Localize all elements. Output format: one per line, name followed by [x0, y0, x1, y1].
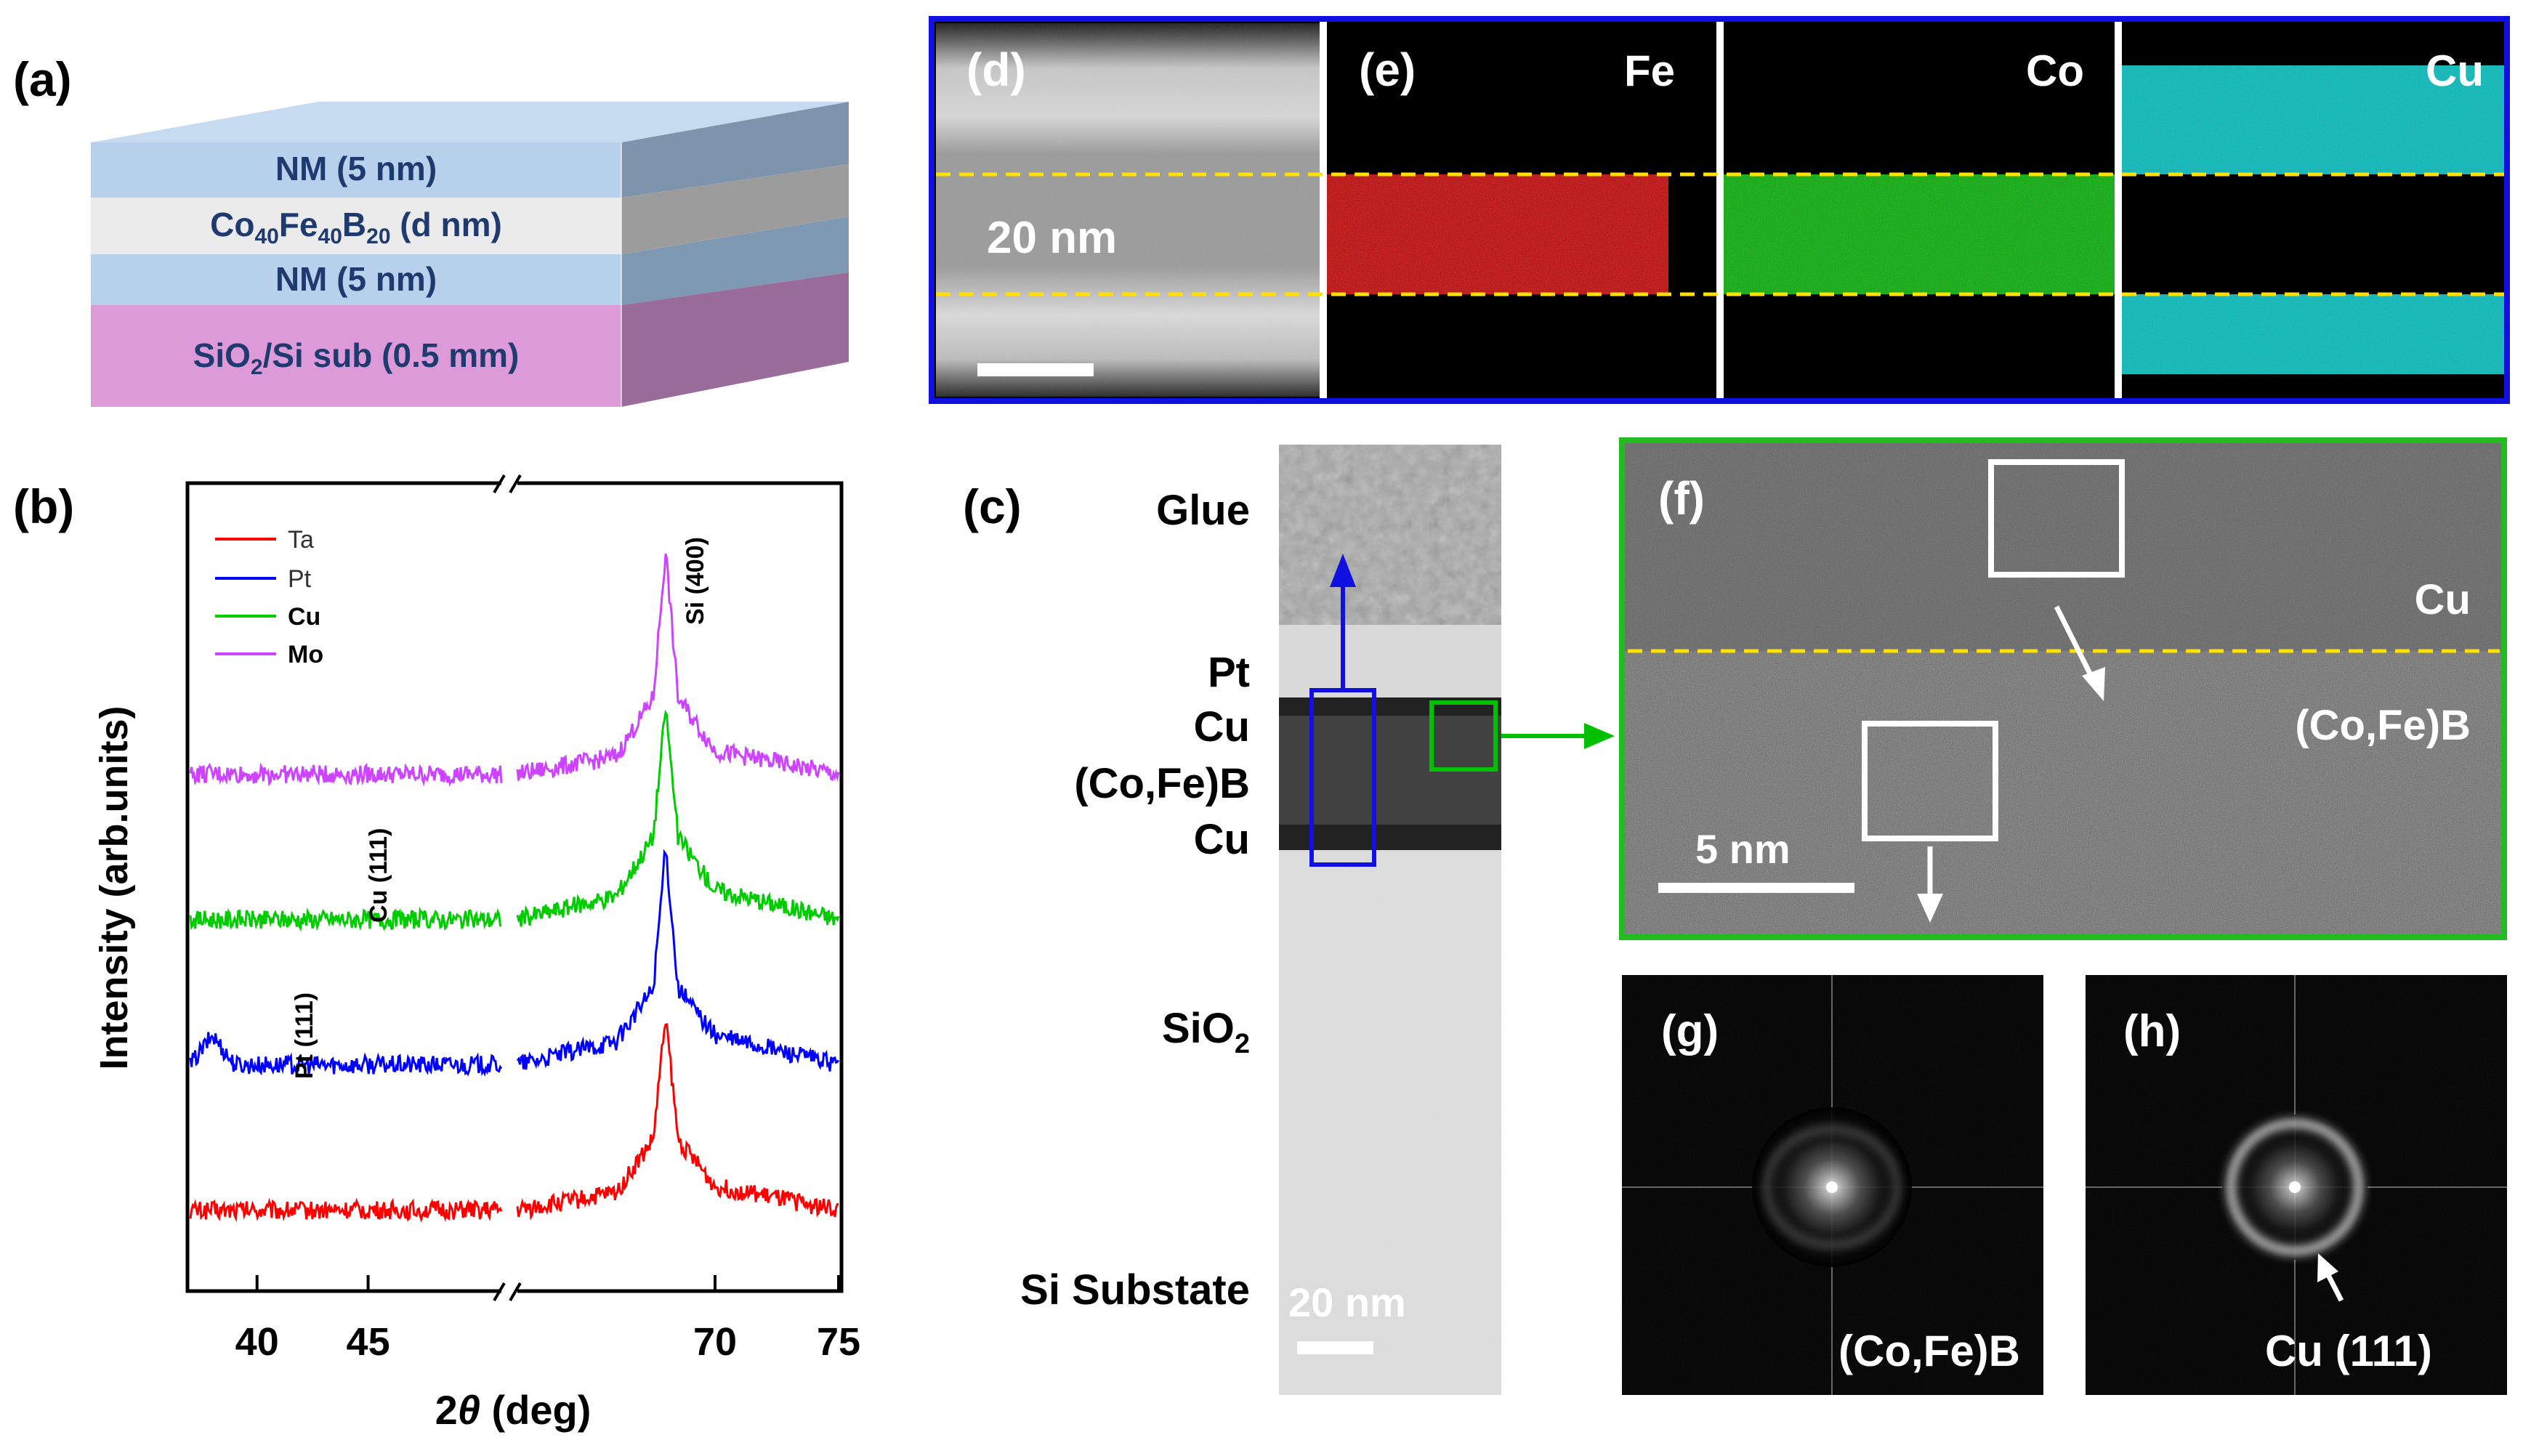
- hrtem-texture: [1622, 440, 2504, 937]
- series-pt-segment-1: [189, 1032, 503, 1077]
- series-mo-segment-1: [189, 762, 503, 787]
- panel-d-label: (d): [966, 44, 1026, 96]
- hrtem-label-cofeb: (Co,Fe)B: [2295, 702, 2471, 749]
- layer-label-substrate: SiO2/Si sub (0.5 mm): [193, 336, 520, 379]
- divider-3: [2115, 19, 2122, 401]
- layer-label-nm-top: NM (5 nm): [275, 150, 437, 187]
- fft-h-arrow: [2325, 1274, 2344, 1302]
- fft-h-ring: [2226, 1118, 2364, 1256]
- chart-series: [189, 553, 840, 1224]
- co-label: Co: [2026, 46, 2084, 95]
- panel-g-label: (g): [1661, 1006, 1719, 1056]
- series-pt-segment-2: [516, 849, 840, 1072]
- legend-label-cu: Cu: [288, 603, 320, 631]
- fft-g-center: [1826, 1181, 1838, 1193]
- series-ta-segment-2: [516, 1023, 839, 1221]
- series-cu-segment-1: [189, 906, 502, 932]
- label-cofeb: (Co,Fe)B: [1074, 760, 1250, 807]
- cu-label: Cu: [2426, 46, 2484, 95]
- annotation-cu111: Cu (111): [365, 828, 392, 923]
- haadf-scale-label: 20 nm: [987, 213, 1117, 263]
- panel-f: (f) Cu (Co,Fe)B 5 nm: [1619, 437, 2507, 940]
- divider-2: [1716, 19, 1724, 401]
- fft-g-ring: [1763, 1125, 1901, 1249]
- hrtem-region-box: [1429, 700, 1498, 772]
- fft-arrow-cu: [2054, 605, 2096, 681]
- fft-box-cu: [1988, 459, 2125, 578]
- tem-sio2: [1279, 850, 1501, 1395]
- chart-legend: Ta Pt Cu Mo: [215, 526, 323, 668]
- eds-region-box: [1309, 688, 1376, 867]
- fft-h-caption: Cu (111): [2265, 1327, 2432, 1375]
- label-sio2: SiO2: [1162, 1005, 1250, 1059]
- fft-g-caption: (Co,Fe)B: [1838, 1327, 2020, 1375]
- layer-side-bottom-nm: [621, 217, 849, 305]
- panel-c-label: (c): [963, 480, 1022, 533]
- x-tick-label-40: 40: [235, 1320, 279, 1364]
- layer-side-top-nm: [621, 102, 849, 198]
- legend-label-ta: Ta: [288, 526, 314, 554]
- label-pt: Pt: [1208, 649, 1250, 696]
- series-cu-segment-2: [516, 709, 840, 927]
- haadf-scale-bar: [977, 363, 1094, 376]
- fe-map-noise: [1327, 174, 1668, 294]
- layer-cofeb: [91, 198, 621, 254]
- layer-top-face: [91, 102, 849, 142]
- layer-nm-bottom: [91, 254, 621, 305]
- fft-h-center: [2289, 1181, 2301, 1193]
- x-tick-label-75: 75: [817, 1320, 860, 1364]
- legend-label-pt: Pt: [288, 565, 312, 593]
- layer-label-nm-bottom: NM (5 nm): [275, 260, 437, 298]
- divider-1: [1320, 19, 1327, 401]
- panel-c: (c) 20 nm Glue Pt Cu (Co,Fe)B Cu SiO2 Si…: [963, 445, 1615, 1395]
- annotation-pt111: Pt (111): [291, 992, 318, 1079]
- series-mo-segment-2: [516, 553, 840, 782]
- layer-side-substrate: [621, 272, 849, 407]
- layer-substrate: [91, 305, 621, 407]
- tem-scale-label: 20 nm: [1288, 1279, 1406, 1325]
- panel-g: (g) (Co,Fe)B: [1622, 975, 2043, 1395]
- co-map-noise: [1724, 174, 2115, 294]
- annotation-si400: Si (400): [682, 537, 709, 625]
- panel-a-label: (a): [13, 52, 72, 106]
- legend-label-mo: Mo: [288, 641, 323, 668]
- panel-h: (h) Cu (111): [2086, 975, 2507, 1395]
- eds-frame: [929, 16, 2510, 404]
- panel-b-label: (b): [13, 480, 74, 533]
- hrtem-scale-label: 5 nm: [1695, 826, 1791, 872]
- layer-label-cofeb: Co40Fe40B20 (d nm): [210, 206, 502, 248]
- y-axis-label: Intensity (arb.units): [92, 705, 136, 1069]
- panel-b: (b) 40 45 70 75 Ta Pt Cu Mo Si (400) Cu (11…: [13, 474, 860, 1433]
- label-cu-bottom: Cu: [1194, 816, 1250, 863]
- fe-label: Fe: [1624, 46, 1675, 95]
- series-ta-segment-1: [189, 1197, 503, 1224]
- label-substrate: Si Substate: [1020, 1266, 1250, 1314]
- label-cu-top: Cu: [1194, 703, 1250, 751]
- x-axis-label: 2θ (deg): [435, 1387, 592, 1433]
- tem-scale-bar: [1297, 1341, 1373, 1354]
- panel-de: (d) (e) 20 nm Fe Co Cu: [929, 16, 2510, 404]
- fft-box-cofeb: [1862, 721, 1998, 841]
- hrtem-frame: [1619, 437, 2507, 940]
- tem-glue-texture: [1279, 445, 1501, 625]
- label-glue: Glue: [1156, 487, 1250, 534]
- layer-side-cofeb: [621, 164, 849, 254]
- haadf-noise: [936, 23, 1320, 397]
- chart-ticks: 40 45 70 75: [235, 1275, 860, 1364]
- panel-e-label: (e): [1359, 44, 1416, 96]
- hrtem-label-cu: Cu: [2415, 576, 2471, 623]
- tem-pt: [1279, 625, 1501, 697]
- panel-h-label: (h): [2123, 1006, 2181, 1056]
- panel-f-label: (f): [1658, 472, 1705, 525]
- chart-frame: [185, 481, 844, 1293]
- layer-nm-top: [91, 142, 621, 198]
- x-tick-label-45: 45: [347, 1320, 390, 1364]
- panel-a: (a) NM (5 nm) Co40Fe40B20 (d nm) NM (5 n…: [13, 52, 849, 407]
- x-tick-label-70: 70: [693, 1320, 737, 1364]
- hrtem-scale-bar: [1658, 883, 1854, 893]
